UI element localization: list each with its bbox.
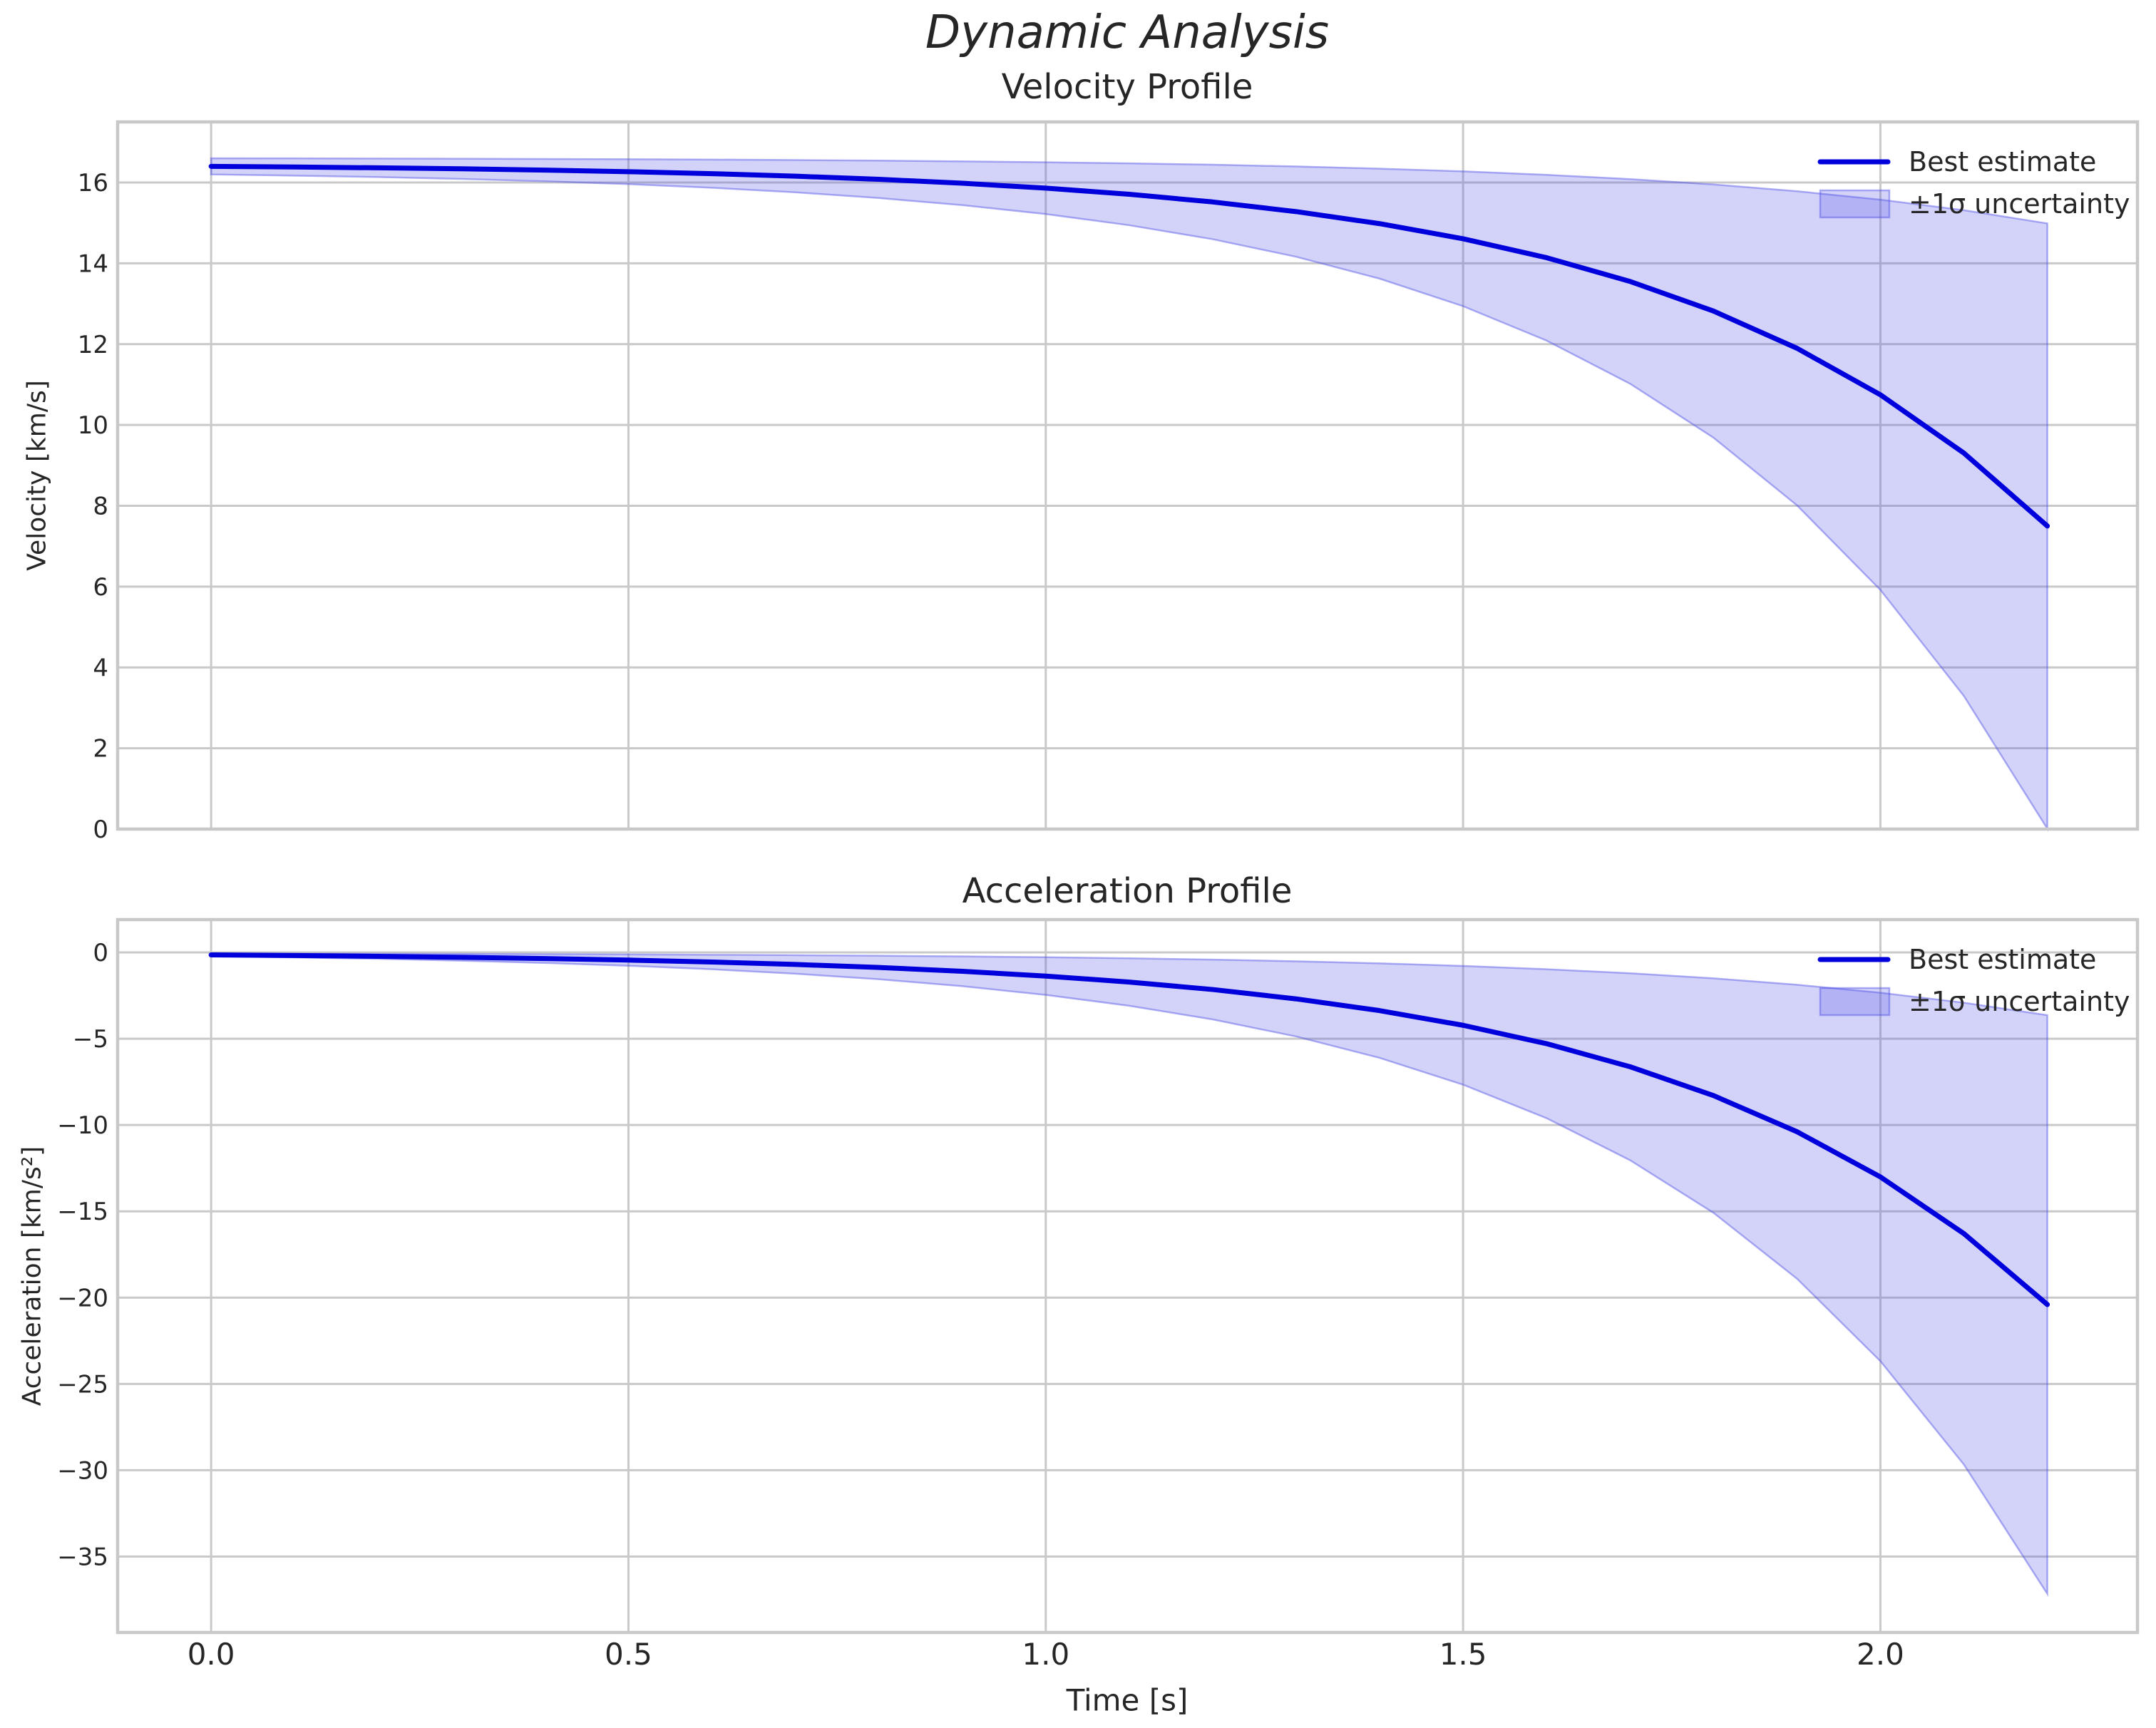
best-estimate-line <box>208 163 2050 529</box>
y-tick-label: −10 <box>57 1111 108 1140</box>
acceleration-plot: 0 −5 −10 −15 −20 −25 −30 −35 0.0 0.5 1.0 1.5 2.0 Best… <box>57 917 2140 1672</box>
y-tick-label: 2 <box>93 735 108 763</box>
plot-border <box>115 120 2140 831</box>
figure-title: Dynamic Analysis <box>925 6 1330 59</box>
y-tick-label: −35 <box>57 1543 108 1571</box>
uncertainty-band <box>210 952 2048 1598</box>
velocity-y-axis-label: Velocity [km/s] <box>22 380 52 571</box>
x-tick-label: 1.0 <box>1022 1637 1069 1672</box>
y-tick-label: 0 <box>93 939 108 967</box>
y-tick-label: 14 <box>78 250 108 278</box>
y-tick-label: −5 <box>73 1025 108 1054</box>
legend-label-uncertainty: ±1σ uncertainty <box>1909 986 2130 1017</box>
plot-border <box>115 917 2140 1635</box>
legend-label-best-estimate: Best estimate <box>1909 146 2096 178</box>
legend-patch-swatch <box>1819 987 1891 1017</box>
y-tick-label: 10 <box>78 411 108 440</box>
uncertainty-band <box>210 157 2048 832</box>
y-tick-label: −20 <box>57 1284 108 1312</box>
y-tick-label: −25 <box>57 1370 108 1399</box>
y-tick-label: 16 <box>78 169 108 197</box>
legend-patch-swatch <box>1819 189 1891 219</box>
x-tick-label: 2.0 <box>1857 1637 1904 1672</box>
y-tick-label: 8 <box>93 493 108 521</box>
best-estimate-line <box>208 952 2050 1307</box>
x-axis-label: Time [s] <box>1066 1682 1189 1718</box>
acceleration-y-axis-label: Acceleration [km/s²] <box>17 1146 47 1406</box>
y-tick-label: 6 <box>93 573 108 602</box>
velocity-plot: 0 2 4 6 8 10 12 14 16 Best estimate ±1σ uncertaint… <box>78 120 2140 844</box>
y-tick-label: −30 <box>57 1456 108 1485</box>
x-tick-label: 1.5 <box>1439 1637 1487 1672</box>
x-tick-label: 0.5 <box>605 1637 652 1672</box>
y-tick-label: 0 <box>93 816 108 844</box>
acceleration-plot-title: Acceleration Profile <box>962 871 1293 911</box>
legend-label-best-estimate: Best estimate <box>1909 944 2096 975</box>
y-tick-label: 4 <box>93 654 108 682</box>
x-tick-label: 0.0 <box>188 1637 235 1672</box>
velocity-plot-title: Velocity Profile <box>1001 67 1253 107</box>
legend-label-uncertainty: ±1σ uncertainty <box>1909 188 2130 220</box>
y-tick-label: 12 <box>78 331 108 359</box>
y-tick-label: −15 <box>57 1198 108 1226</box>
